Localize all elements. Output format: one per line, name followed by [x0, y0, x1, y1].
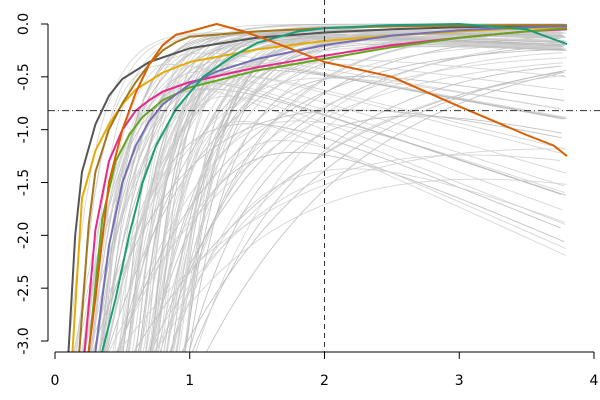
background-curve [116, 48, 564, 352]
background-curve [171, 32, 564, 352]
series-line-5 [87, 27, 568, 352]
y-tick-label: -3.0 [16, 327, 32, 354]
background-curve [73, 32, 563, 352]
series-line-1 [67, 24, 568, 352]
y-tick-label: 0.0 [16, 13, 32, 35]
background-curve [195, 52, 563, 352]
series-line-3 [78, 24, 567, 352]
background-curve [73, 38, 566, 352]
background-curve [122, 32, 566, 352]
y-tick-label: -1.5 [16, 169, 32, 196]
x-tick-label: 0 [51, 373, 60, 389]
x-tick-label: 3 [455, 373, 464, 389]
background-curve [170, 168, 565, 352]
x-tick-label: 1 [185, 373, 194, 389]
y-tick-label: -2.5 [16, 275, 32, 302]
background-curve [188, 75, 564, 352]
y-tick-label: -1.0 [16, 116, 32, 143]
reference-lines [48, 0, 600, 352]
y-tick-label: -0.5 [16, 63, 32, 90]
y-tick-label: -2.0 [16, 222, 32, 249]
axes: 0.0 -0.5 -1.0 -1.5 -2.0 -2.5 -3.0 0 1 2 3 4 [16, 13, 599, 389]
background-curve [191, 65, 562, 352]
x-tick-label: 2 [320, 373, 329, 389]
background-curve [153, 178, 567, 352]
background-curve [169, 41, 563, 352]
background-curve [133, 71, 562, 352]
background-curve [106, 123, 561, 352]
background-curve [95, 69, 567, 352]
background-curve [146, 154, 561, 352]
background-curve [92, 109, 562, 352]
background-curve [151, 76, 567, 352]
series-line-7 [101, 23, 568, 352]
background-curve [155, 120, 566, 352]
background-curve [149, 65, 565, 352]
background-curve [205, 71, 565, 352]
x-tick-label: 4 [590, 373, 599, 389]
background-curve [76, 63, 567, 352]
background-curve [163, 43, 567, 352]
background-curve [82, 88, 562, 352]
background-curve [142, 95, 563, 352]
background-curve [91, 52, 561, 352]
background-curve [153, 74, 565, 352]
highlighted-series [67, 23, 568, 352]
background-curve [90, 87, 566, 352]
background-curve [152, 120, 566, 352]
background-curve [118, 148, 561, 352]
background-curve [172, 139, 566, 352]
background-curve [99, 70, 562, 352]
series-line-8 [87, 23, 568, 352]
